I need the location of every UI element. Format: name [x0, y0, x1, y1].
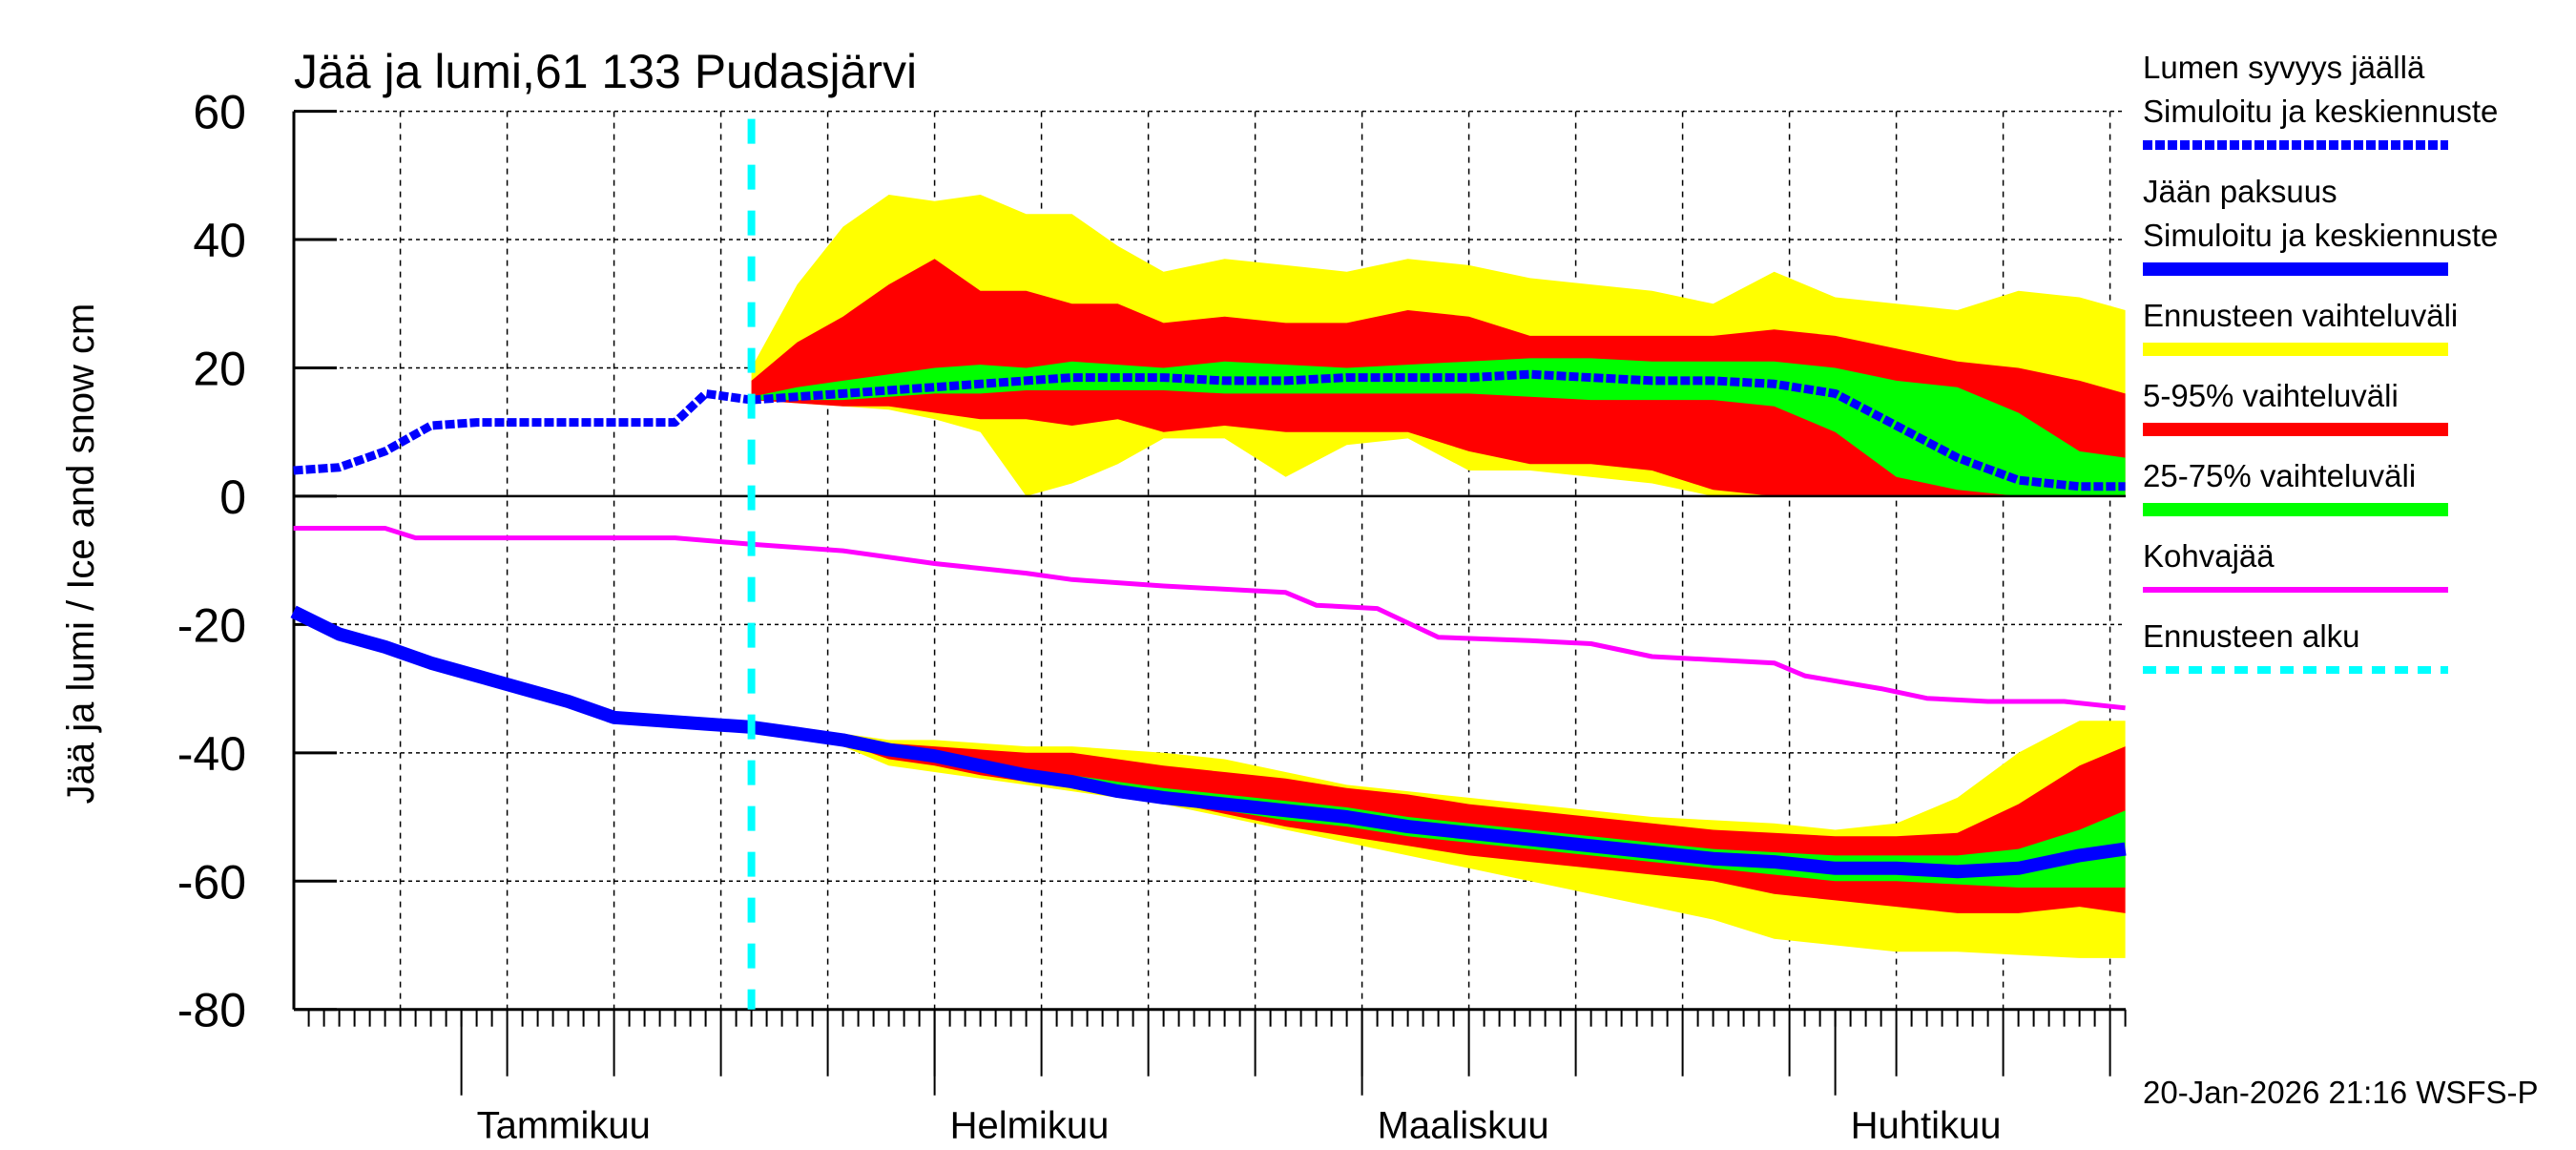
- legend-label: Kohvajää: [2143, 538, 2275, 574]
- y-tick-label: 60: [193, 86, 246, 139]
- y-tick-label: 20: [193, 342, 246, 395]
- legend-label: Simuloitu ja keskiennuste: [2143, 218, 2498, 253]
- snow-median-line: [751, 369, 2126, 491]
- month-label-fi: Huhtikuu: [1851, 1105, 2002, 1145]
- legend-label: Ennusteen vaihteluväli: [2143, 298, 2458, 333]
- y-tick-label: 40: [193, 214, 246, 267]
- legend-label: Lumen syvyys jäällä: [2143, 50, 2425, 85]
- legend-label: Jään paksuus: [2143, 174, 2337, 209]
- month-label-fi: Maaliskuu: [1378, 1105, 1549, 1145]
- snow-history-line: [293, 388, 753, 475]
- snow-25-75-band: [751, 358, 2126, 496]
- y-tick-label: -80: [177, 984, 246, 1037]
- footer-timestamp: 20-Jan-2026 21:16 WSFS-P: [2143, 1075, 2539, 1110]
- month-label-fi: Tammikuu: [477, 1105, 651, 1145]
- y-axis-label: Jää ja lumi / Ice and snow cm: [60, 303, 102, 805]
- y-tick-label: 0: [219, 470, 246, 524]
- ice-median-line: [750, 720, 2127, 879]
- y-tick-label: -40: [177, 727, 246, 781]
- ice-history-line: [290, 605, 753, 734]
- legend-label: Ennusteen alku: [2143, 618, 2360, 654]
- legend-label: 25-75% vaihteluväli: [2143, 458, 2416, 493]
- y-tick-label: -60: [177, 855, 246, 909]
- y-tick-label: -20: [177, 598, 246, 652]
- legend-label: Simuloitu ja keskiennuste: [2143, 94, 2498, 129]
- legend-label: 5-95% vaihteluväli: [2143, 378, 2399, 413]
- month-label-fi: Helmikuu: [950, 1105, 1110, 1145]
- legend: Lumen syvyys jäällä Simuloitu ja keskienn…: [2143, 50, 2498, 674]
- chart-title: Jää ja lumi,61 133 Pudasjärvi: [294, 45, 917, 98]
- slush-ice-line: [293, 526, 2126, 711]
